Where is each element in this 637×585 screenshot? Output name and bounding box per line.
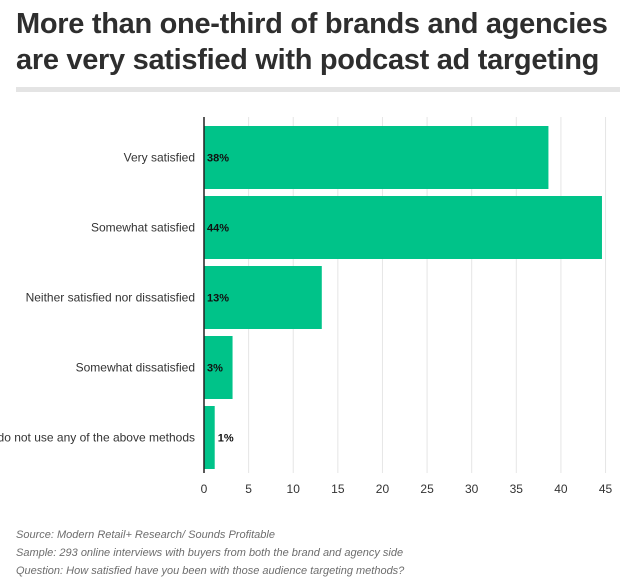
x-tick-label: 20 (376, 482, 390, 496)
x-tick-label: 45 (599, 482, 613, 496)
footnotes: Source: Modern Retail+ Research/ Sounds … (16, 526, 626, 580)
x-tick-label: 5 (245, 482, 252, 496)
category-label: Very satisfied (124, 151, 195, 165)
value-label: 44% (207, 223, 229, 235)
x-tick-label: 15 (331, 482, 345, 496)
value-label: 3% (207, 363, 223, 375)
bar-3 (204, 336, 233, 399)
source-note: Source: Modern Retail+ Research/ Sounds … (16, 529, 275, 541)
value-labels: 38% 44% 13% 3% 1% (207, 153, 234, 445)
chart-title: More than one-third of brands and agenci… (16, 8, 608, 76)
x-tick-label: 40 (554, 482, 568, 496)
category-label: Somewhat satisfied (91, 221, 195, 235)
category-label: Neither satisfied nor dissatisfied (26, 291, 195, 305)
x-tick-label: 35 (510, 482, 524, 496)
x-tick-label: 30 (465, 482, 479, 496)
x-tick-label: 25 (420, 482, 434, 496)
value-label: 13% (207, 293, 229, 305)
bar-0 (204, 126, 549, 189)
sample-note: Sample: 293 online interviews with buyer… (16, 547, 404, 559)
category-label: Somewhat dissatisfied (76, 361, 195, 375)
bars (204, 126, 602, 469)
x-tick-label: 0 (201, 482, 208, 496)
category-labels: Very satisfied Somewhat satisfied Neither … (0, 151, 195, 445)
category-label: I do not use any of the above methods (0, 431, 195, 445)
bar-2 (204, 266, 322, 329)
bar-4 (204, 406, 215, 469)
question-note: Question: How satisfied have you been wi… (16, 565, 405, 577)
title-divider (16, 87, 620, 92)
value-label: 1% (218, 433, 234, 445)
bar-chart: Very satisfied Somewhat satisfied Neither … (0, 117, 613, 496)
x-tick-label: 10 (287, 482, 301, 496)
bar-1 (204, 196, 602, 259)
value-label: 38% (207, 153, 229, 165)
x-tick-labels: 0 5 10 15 20 25 30 35 40 45 (201, 482, 613, 496)
